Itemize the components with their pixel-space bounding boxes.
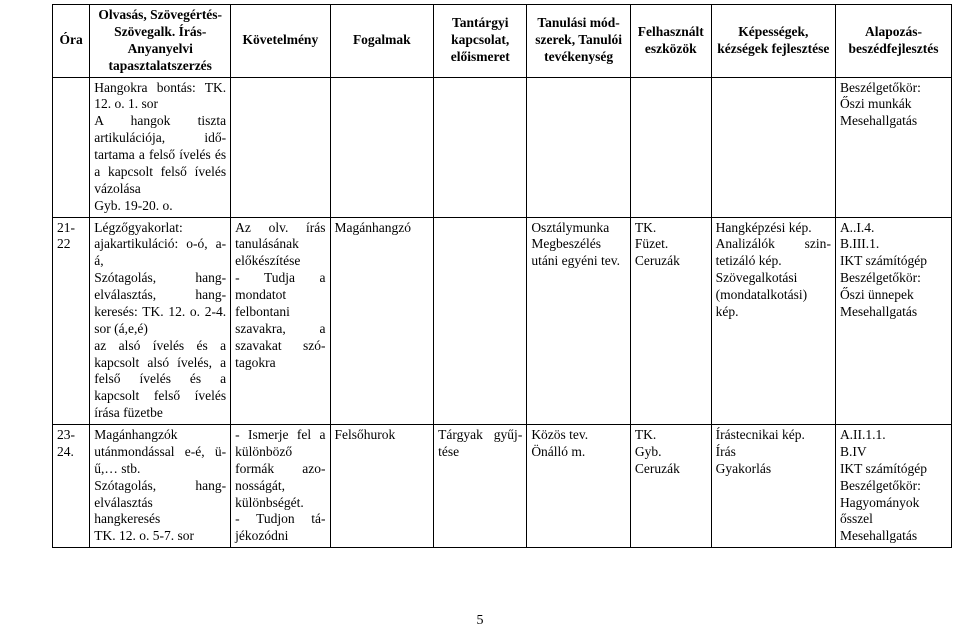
cell-fog: [330, 77, 434, 217]
cell-ora: 23-24.: [53, 425, 90, 548]
cell-kov: - Ismerje fel a különböző formák azo­nos…: [231, 425, 330, 548]
cell-ora: 21-22: [53, 217, 90, 425]
curriculum-table: Óra Olvasás, Szöveg­értés-Szövegalk. Írá…: [52, 4, 952, 548]
cell-kep: Hangképzési kép.Analizálók szin­tetizáló…: [711, 217, 835, 425]
table-header-row: Óra Olvasás, Szöveg­értés-Szövegalk. Írá…: [53, 5, 952, 78]
table-row: 23-24. Magánhangzók utánmondással e-é, ü…: [53, 425, 952, 548]
col-header-ora: Óra: [53, 5, 90, 78]
col-header-kep: Képességek, kézségek fej­lesztése: [711, 5, 835, 78]
cell-felh: TK.Gyb.Ceruzák: [630, 425, 711, 548]
cell-felh: [630, 77, 711, 217]
col-header-olv: Olvasás, Szöveg­értés-Szövegalk. Írás-An…: [90, 5, 231, 78]
cell-tanul: OsztálymunkaMegbeszélés utáni egyéni tev…: [527, 217, 631, 425]
cell-alap: A..I.4.B.III.1.IKT számítógépBeszélgetők…: [835, 217, 951, 425]
page-number: 5: [0, 613, 960, 629]
cell-kov: Az olv. írás tanulásának előkészítése- T…: [231, 217, 330, 425]
col-header-alap: Alapozás­beszédfejlesztés: [835, 5, 951, 78]
cell-alap: Beszélgetőkör:Őszi munkákMesehallgatás: [835, 77, 951, 217]
table-row: 21-22 Légzőgyakorlat: ajakartikuláció: o…: [53, 217, 952, 425]
cell-kep: Írástecnikai kép.ÍrásGyakorlás: [711, 425, 835, 548]
col-header-tanul: Tanulási mód­szerek, Tanulói tevé­kenysé…: [527, 5, 631, 78]
col-header-felh: Felhasznált eszközök: [630, 5, 711, 78]
cell-kov: [231, 77, 330, 217]
cell-tant: [434, 217, 527, 425]
col-header-fog: Fogalmak: [330, 5, 434, 78]
cell-tant: [434, 77, 527, 217]
cell-alap: A.II.1.1.B.IVIKT számítógépBeszélgetőkör…: [835, 425, 951, 548]
cell-ora: [53, 77, 90, 217]
cell-fog: Felsőhurok: [330, 425, 434, 548]
cell-tant: Tárgyak gyűj­tése: [434, 425, 527, 548]
table-row: Hangokra bontás: TK. 12. o. 1. sorA hang…: [53, 77, 952, 217]
col-header-kov: Követelmény: [231, 5, 330, 78]
cell-kep: [711, 77, 835, 217]
cell-fog: Magánhangzó: [330, 217, 434, 425]
cell-felh: TK.Füzet.Ceruzák: [630, 217, 711, 425]
cell-olv: Magánhangzók utánmondással e-é, ü-ű,… st…: [90, 425, 231, 548]
cell-olv: Hangokra bontás: TK. 12. o. 1. sorA hang…: [90, 77, 231, 217]
col-header-tant: Tantárgyi kapcsolat, előismeret: [434, 5, 527, 78]
cell-tanul: Közös tev.Önálló m.: [527, 425, 631, 548]
cell-tanul: [527, 77, 631, 217]
page: Óra Olvasás, Szöveg­értés-Szövegalk. Írá…: [0, 0, 960, 633]
cell-olv: Légzőgyakorlat: ajakartikuláció: o-ó, a-…: [90, 217, 231, 425]
